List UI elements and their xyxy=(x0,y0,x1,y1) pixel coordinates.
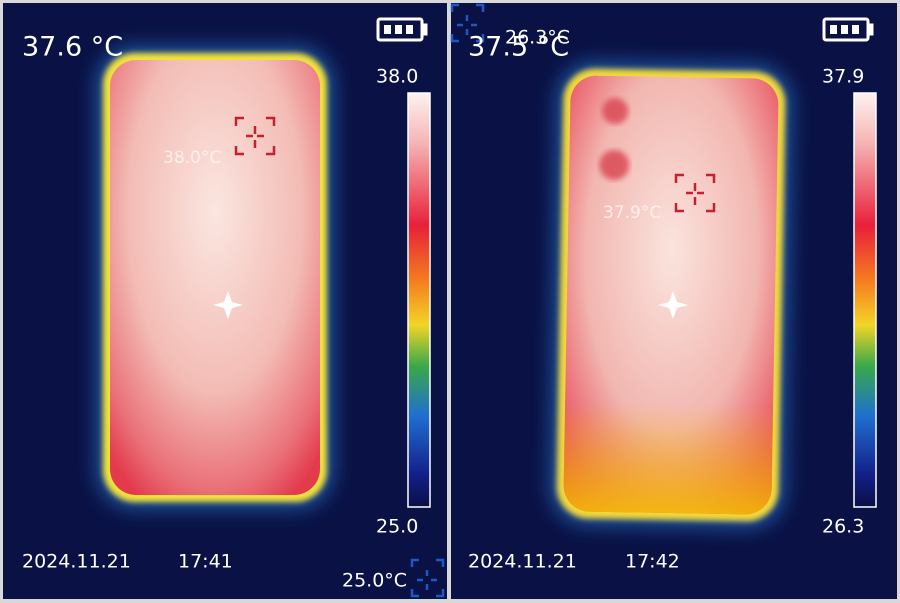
center-temperature: 37.5 °C xyxy=(468,32,569,63)
scale-min: 25.0 xyxy=(376,516,418,538)
center-crosshair xyxy=(213,291,243,319)
center-crosshair xyxy=(658,291,688,319)
battery-icon xyxy=(822,17,874,42)
hot-marker xyxy=(674,173,716,213)
cold-marker xyxy=(410,558,445,598)
scale-min: 26.3 xyxy=(822,516,864,538)
color-scale xyxy=(407,92,431,508)
center-temperature: 37.6 °C xyxy=(22,32,123,63)
time: 17:41 xyxy=(178,551,233,573)
hot-marker xyxy=(234,116,276,156)
date: 2024.11.21 xyxy=(22,551,131,573)
scale-max: 38.0 xyxy=(376,66,418,88)
hot-spot-label: 38.0°C xyxy=(163,148,221,168)
cold-marker xyxy=(450,3,485,43)
battery-icon xyxy=(376,17,428,42)
left-phone xyxy=(95,45,335,510)
scale-max: 37.9 xyxy=(822,66,864,88)
time: 17:42 xyxy=(625,551,680,573)
color-scale xyxy=(853,92,877,508)
hot-spot-label: 37.9°C xyxy=(603,203,661,223)
cold-spot-label: 26.3°C xyxy=(505,27,570,49)
right-phone xyxy=(548,60,794,530)
cold-spot-label: 25.0°C xyxy=(342,570,407,592)
date: 2024.11.21 xyxy=(468,551,577,573)
